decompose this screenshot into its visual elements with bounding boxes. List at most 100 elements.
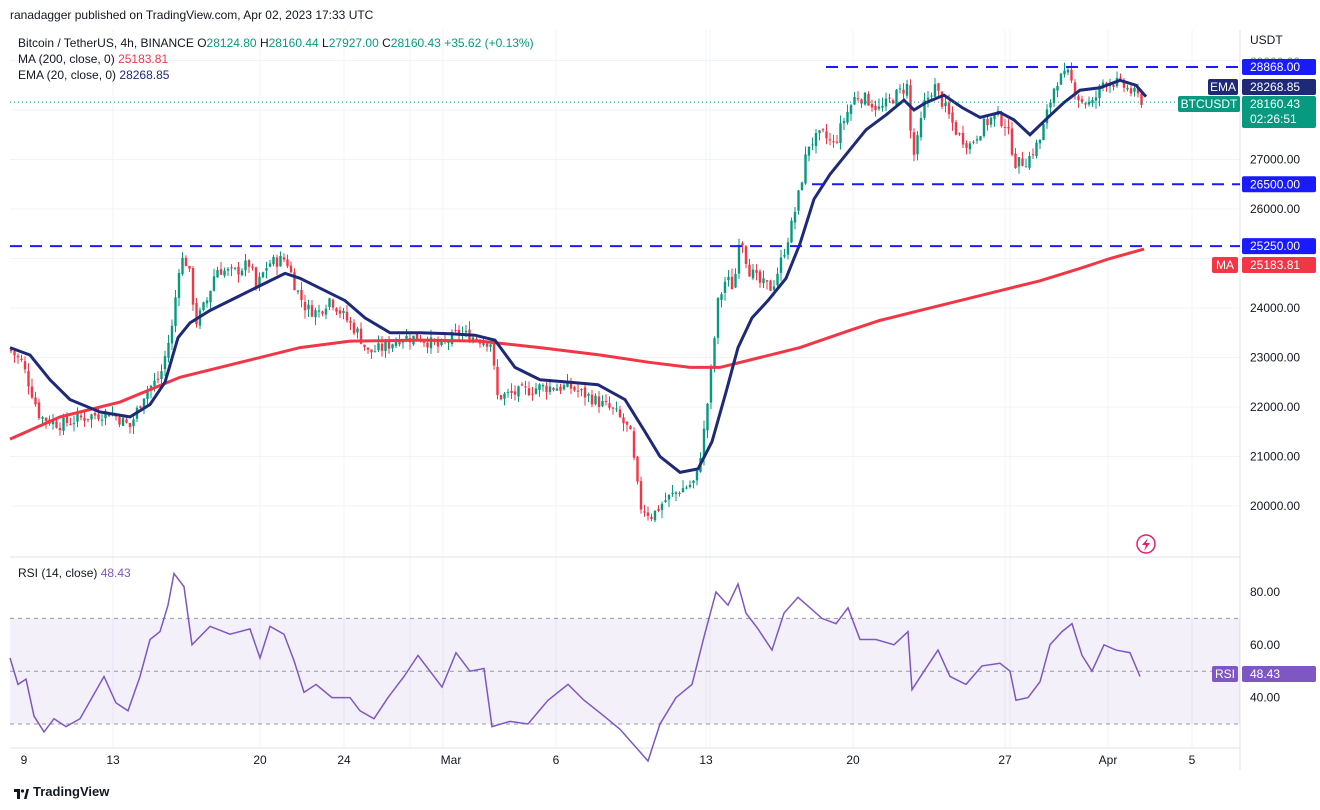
candle-body: [83, 417, 86, 421]
tag-ma-label: MA: [1216, 258, 1234, 272]
tag-ema-value: 28268.85: [1250, 80, 1300, 94]
candle-body: [681, 488, 685, 493]
candle-body: [76, 413, 79, 422]
candle-body: [69, 424, 72, 426]
candle-body: [454, 329, 457, 331]
candle-body: [492, 342, 496, 366]
time-label-6: 13: [699, 753, 713, 767]
candle-body: [27, 371, 30, 387]
candle-body: [765, 280, 769, 282]
candle-body: [1056, 85, 1059, 91]
time-label-5: 6: [553, 753, 560, 767]
candle-body: [139, 406, 142, 408]
candle-body: [307, 304, 310, 310]
candle-body: [772, 286, 776, 290]
candle-body: [1084, 103, 1087, 105]
candle-body: [800, 182, 804, 191]
candle-body: [821, 129, 825, 131]
price-tick-label-2: 22000.00: [1250, 400, 1300, 414]
candle-body: [832, 141, 835, 143]
candle-body: [713, 338, 716, 369]
candle-body: [923, 100, 926, 118]
rsi-tick-label-0: 40.00: [1250, 691, 1280, 705]
legend-change: +35.62 (+0.13%): [444, 36, 534, 50]
candle-body: [779, 257, 783, 273]
candle-body: [370, 349, 373, 353]
candle-body: [1122, 80, 1126, 88]
candle-body: [356, 328, 359, 333]
legend-row-ma[interactable]: MA (200, close, 0) 25183.81: [18, 52, 168, 66]
candle-body: [202, 302, 205, 311]
candle-body: [363, 344, 366, 347]
candle-body: [818, 130, 821, 134]
candle-body: [895, 89, 898, 105]
candle-body: [811, 144, 814, 146]
candle-body: [258, 276, 261, 287]
candle-body: [506, 391, 510, 393]
legend-row-rsi[interactable]: RSI (14, close) 48.43: [18, 566, 131, 580]
candle-body: [590, 394, 594, 405]
candle-body: [1010, 128, 1014, 155]
candle-body: [951, 112, 954, 123]
candle-body: [828, 139, 832, 141]
candle-body: [1129, 88, 1133, 94]
candle-body: [303, 301, 307, 311]
legend-h-value: 28160.44: [268, 36, 319, 50]
candle-body: [384, 341, 387, 352]
time-label-4: Mar: [441, 753, 462, 767]
tradingview-logo[interactable]: TradingView: [14, 784, 109, 799]
candle-body: [275, 257, 279, 267]
candle-body: [874, 105, 877, 111]
candle-body: [653, 510, 657, 521]
candle-body: [954, 122, 958, 135]
candle-body: [755, 270, 758, 273]
candle-body: [1049, 102, 1052, 108]
candle-body: [926, 97, 930, 100]
candle-body: [230, 267, 233, 269]
candle-body: [181, 258, 184, 275]
candle-body: [979, 136, 982, 141]
candle-body: [891, 100, 895, 104]
time-label-8: 27: [998, 753, 1012, 767]
candle-body: [786, 242, 790, 255]
candle-body: [961, 133, 965, 145]
tag-resistance-value-bg: [1242, 59, 1316, 76]
candle-body: [650, 516, 653, 519]
time-label-9: Apr: [1099, 753, 1118, 767]
candle-body: [247, 260, 251, 267]
candle-body: [118, 417, 121, 425]
candle-body: [940, 91, 944, 107]
candle-body: [1031, 154, 1035, 156]
candle-body: [1087, 101, 1091, 105]
time-label-7: 20: [846, 753, 860, 767]
candle-body: [545, 385, 548, 393]
candle-body: [359, 328, 363, 344]
candle-body: [762, 278, 765, 284]
candle-body: [608, 403, 611, 408]
candle-body: [513, 391, 517, 395]
tag-ema-value-bg: [1242, 79, 1316, 95]
candle-body: [797, 190, 800, 211]
candle-body: [195, 303, 198, 325]
candle-body: [265, 268, 268, 271]
legend-c-value: 28160.43: [390, 36, 441, 50]
candle-body: [272, 256, 275, 265]
candle-body: [1140, 93, 1143, 105]
candle-body: [695, 470, 699, 481]
legend-row-ema[interactable]: EMA (20, close, 0) 28268.85: [18, 68, 169, 82]
candle-body: [520, 384, 524, 386]
candle-body: [1094, 97, 1098, 101]
rsi-line: [9, 571, 1141, 763]
candle-body: [436, 341, 440, 347]
candle-body: [867, 94, 870, 106]
candle-body: [1014, 153, 1017, 168]
candle-body: [44, 417, 48, 422]
candle-body: [849, 105, 853, 114]
candle-body: [1052, 88, 1056, 104]
candle-body: [93, 413, 97, 416]
candle-body: [251, 266, 254, 268]
candle-body: [576, 390, 580, 392]
candle-body: [685, 487, 688, 489]
candle-body: [807, 146, 811, 156]
